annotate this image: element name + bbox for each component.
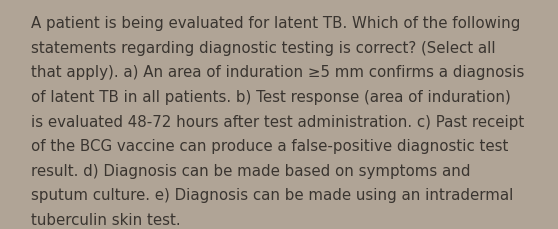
Text: that apply). a) An area of induration ≥5 mm confirms a diagnosis: that apply). a) An area of induration ≥5… [31, 65, 524, 80]
Text: of the BCG vaccine can produce a false-positive diagnostic test: of the BCG vaccine can produce a false-p… [31, 139, 508, 153]
Text: is evaluated 48-72 hours after test administration. c) Past receipt: is evaluated 48-72 hours after test admi… [31, 114, 524, 129]
Text: sputum culture. e) Diagnosis can be made using an intradermal: sputum culture. e) Diagnosis can be made… [31, 188, 513, 202]
Text: tuberculin skin test.: tuberculin skin test. [31, 212, 180, 227]
Text: result. d) Diagnosis can be made based on symptoms and: result. d) Diagnosis can be made based o… [31, 163, 470, 178]
Text: A patient is being evaluated for latent TB. Which of the following: A patient is being evaluated for latent … [31, 16, 520, 31]
Text: of latent TB in all patients. b) Test response (area of induration): of latent TB in all patients. b) Test re… [31, 90, 511, 104]
Text: statements regarding diagnostic testing is correct? (Select all: statements regarding diagnostic testing … [31, 41, 496, 55]
